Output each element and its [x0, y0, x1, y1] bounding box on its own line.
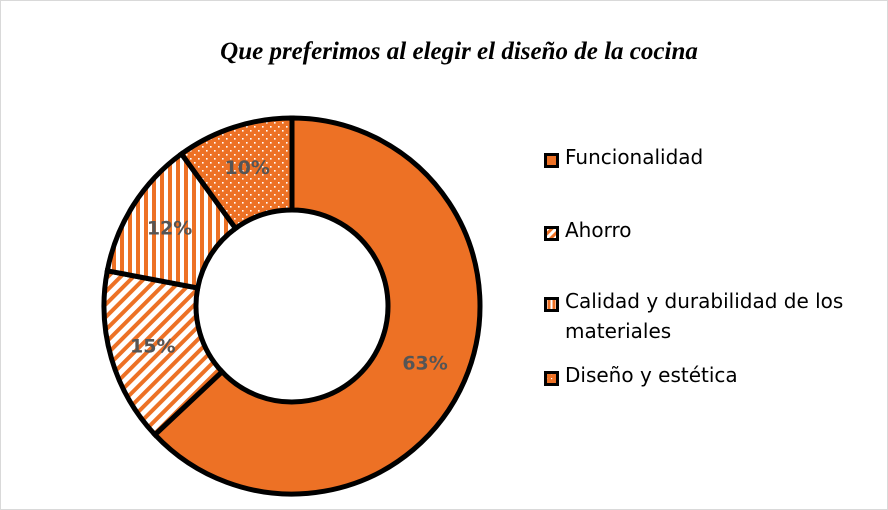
slice-label-diseno-y-estetica: 10% [224, 157, 269, 179]
chart-title: Que preferimos al elegir el diseño de la… [220, 38, 698, 65]
legend-swatch [544, 371, 559, 386]
slice-label-calidad-y-durabilidad-de-los-materiales: 12% [147, 217, 192, 239]
slice-diseno-y-estetica [178, 115, 295, 232]
legend-item-ahorro: Ahorro [544, 218, 874, 245]
slice-label-funcionalidad: 63% [402, 353, 447, 375]
legend-item-calidad-y-durabilidad-de-los-materiales: Calidad y durabilidad de los materiales [544, 289, 874, 346]
legend-item-funcionalidad: Funcionalidad [544, 145, 874, 172]
legend-item-diseno-y-estetica: Diseño y estética [544, 363, 874, 390]
legend-swatch [544, 226, 559, 241]
legend-label: Funcionalidad [565, 145, 704, 169]
legend-swatch [544, 297, 559, 312]
legend-label: Diseño y estética [565, 363, 738, 387]
legend-label: Calidad y durabilidad de los materiales [565, 289, 844, 343]
donut-labels: 63% 15% 12% 10% [130, 157, 448, 374]
legend-swatch [544, 153, 559, 168]
donut-slices [101, 115, 483, 497]
legend-label: Ahorro [565, 218, 632, 242]
slice-funcionalidad [151, 115, 483, 497]
slice-label-ahorro: 15% [130, 335, 175, 357]
